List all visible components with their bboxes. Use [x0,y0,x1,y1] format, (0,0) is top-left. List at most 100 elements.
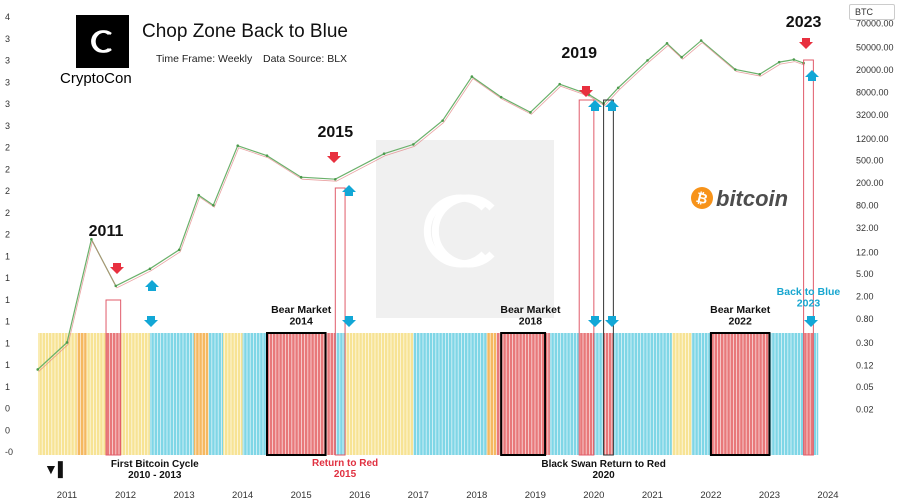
chop-segment [549,333,580,455]
x-tick-label: 2021 [642,490,663,501]
annotation-line: 2011 [89,223,124,240]
chop-segment [671,333,692,455]
arrow-down-icon [342,316,356,327]
x-tick-label: 2023 [759,490,780,501]
annotation-line: 2019 [561,45,597,62]
left-tick-label: 3 [5,121,10,131]
event-outline-box [578,99,595,456]
y-tick-label: 5.00 [856,269,874,279]
left-tick-label: 3 [5,56,10,66]
left-tick-label: 2 [5,208,10,218]
left-tick-label: 2 [5,143,10,153]
price-point [616,86,620,90]
annotation-line: 2020 [592,470,615,481]
chop-segment [193,333,209,455]
arrow-down-icon [144,316,158,327]
x-tick-label: 2017 [408,490,429,501]
price-point [529,111,532,114]
price-point [699,39,703,42]
arrow-up-icon [605,100,619,111]
left-tick-label: 2 [5,164,10,174]
time-frame: Time Frame: Weekly [156,53,253,65]
price-point [265,154,269,157]
left-tick-label: 3 [5,77,10,87]
x-tick-label: 2022 [700,490,721,501]
chop-segment [76,333,87,455]
price-point [90,237,93,241]
chop-segment [149,333,194,455]
price-point [114,284,118,288]
x-tick-label: 2020 [583,490,604,501]
left-tick-label: 1 [5,295,10,305]
y-tick-label: 2.00 [856,291,874,301]
price-point [382,152,386,156]
chop-segment [486,333,497,455]
annotation-line: 2022 [729,316,753,328]
arrow-down-icon [327,152,341,163]
y-tick-label: 0.02 [856,405,874,415]
annotation-line: Bear Market [271,304,332,316]
left-tick-label: 2 [5,230,10,240]
annotation-text: Back to Blue 2023 [777,286,841,310]
left-tick-label: 0 [5,425,10,435]
arrow-up-icon [342,185,356,196]
bitcoin-brand-icon: ₿ bitcoin [691,186,788,211]
annotation-text: 2015 [318,124,354,141]
bear-market-box [500,332,547,456]
annotation-line: 2010 - 2013 [128,470,182,481]
chart-title: Chop Zone Back to Blue [142,21,348,42]
x-tick-label: 2018 [466,490,487,501]
bear-market-box [709,332,771,456]
price-point [777,60,781,64]
annotation-line: 2018 [519,316,543,328]
left-tick-label: 1 [5,382,10,392]
price-point [646,59,649,62]
price-point [680,55,683,59]
annotation-text: First Bitcoin Cycle 2010 - 2013 [111,459,199,481]
x-tick-label: 2012 [115,490,136,501]
price-point [665,42,669,45]
price-point [177,248,181,252]
tradingview-logo-icon: ▼▌ [44,461,68,479]
watermark-c-right [431,194,495,268]
left-tick-label: 1 [5,338,10,348]
annotation-text: Bear Market 2022 [710,304,771,328]
y-tick-label: 80.00 [856,201,879,211]
price-point [792,58,796,61]
chop-segment [613,333,672,455]
arrow-up-icon [588,100,602,111]
watermark-box [376,140,554,318]
price-point [758,72,762,76]
price-point [65,341,69,344]
arrow-down-icon [588,316,602,327]
annotation-text: 2011 [89,223,124,240]
price-point [148,267,152,271]
price-point [236,144,240,148]
price-line-down [38,42,805,372]
currency-badge[interactable]: BTC [849,4,895,20]
left-tick-label: 1 [5,273,10,283]
annotation-line: Black Swan Return to Red [541,459,665,470]
chop-segment [208,333,224,455]
y-tick-label: 50000.00 [856,43,894,53]
y-tick-label: 200.00 [856,178,884,188]
y-tick-label: 1200.00 [856,134,889,144]
left-tick-label: -0 [5,447,13,457]
arrow-down-icon [804,316,818,327]
left-tick-label: 1 [5,360,10,370]
left-tick-label: 3 [5,34,10,44]
cryptocon-logo [76,15,129,68]
annotation-text: 2023 [786,14,822,31]
bitcoin-logo: ₿ bitcoin [690,184,800,219]
y-tick-label: 0.12 [856,360,874,370]
chop-segment [813,333,819,455]
price-point [334,177,337,181]
left-tick-label: 3 [5,99,10,109]
y-tick-label: 0.80 [856,314,874,324]
annotation-text: Bear Market 2014 [271,304,332,328]
price-point [36,368,40,371]
x-tick-label: 2016 [349,490,370,501]
bear-market-box [266,332,327,456]
price-point [558,82,561,86]
